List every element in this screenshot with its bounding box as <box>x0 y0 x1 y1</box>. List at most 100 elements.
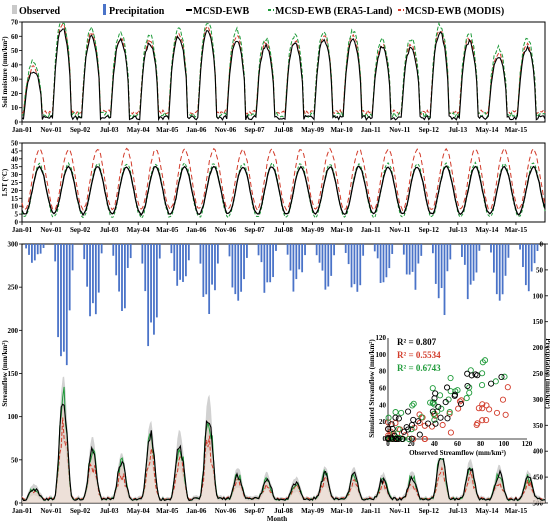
precip-bar <box>150 244 152 323</box>
precip-bar <box>185 244 187 277</box>
legend-label-modis: MCSD-EWB (MODIS) <box>405 6 504 17</box>
precip-bar <box>533 244 536 264</box>
precip-bar <box>362 244 365 256</box>
legend-swatch-observed <box>12 5 17 14</box>
inset-point-modis <box>493 409 501 416</box>
precip-bar <box>231 244 234 288</box>
precip-bar <box>431 244 434 254</box>
soil-moisture-ytick-label: 50 <box>11 47 19 55</box>
soil-moisture-xtick-label: Jan-06 <box>186 126 207 134</box>
precip-bar <box>420 244 423 256</box>
precip-bar <box>240 244 243 292</box>
lst-ytick-label: 20 <box>11 187 19 195</box>
precip-bar <box>388 244 391 269</box>
inset-point-era5 <box>447 375 454 382</box>
lst-xtick-label: Sep-07 <box>244 226 265 234</box>
soil-moisture-xtick-label: May-14 <box>475 126 498 134</box>
precip-bar <box>318 244 321 263</box>
lst-ytick-label: 35 <box>11 163 19 171</box>
precip-bar <box>472 244 475 281</box>
lst-xtick-label: Nov-01 <box>40 226 62 234</box>
soil-moisture-xtick-label: Mar-10 <box>330 126 353 134</box>
inset-point-mcsd_ewb <box>431 395 438 402</box>
soil-moisture-xtick-label: Jul-03 <box>100 126 119 134</box>
precip-bar <box>158 244 161 259</box>
lst-xtick-label: Mar-15 <box>505 226 528 234</box>
inset-r2-era5: R² = 0.6743 <box>397 363 441 373</box>
inset-xtick-label: 0 <box>386 440 390 448</box>
precip-bar <box>269 244 272 283</box>
precip-bar <box>92 244 94 304</box>
precip-bar <box>257 244 260 256</box>
lst-xtick-label: May-14 <box>475 226 498 234</box>
lst-xtick-label: Jan-01 <box>12 226 33 234</box>
precip-bar <box>519 244 521 250</box>
inset-point-era5 <box>501 373 508 380</box>
inset-point-era5 <box>463 395 470 402</box>
precip-bar <box>170 244 173 254</box>
streamflow-xtick-label: Mar-10 <box>330 507 353 515</box>
precip-bar <box>118 244 120 292</box>
inset-point-mcsd_ewb <box>424 420 432 427</box>
inset-point-mcsd_ewb <box>416 431 423 438</box>
soil-moisture-xtick-label: Nov-01 <box>40 126 62 134</box>
precip-bar <box>94 244 97 315</box>
streamflow-xtick-label: Nov-11 <box>389 507 411 515</box>
streamflow-ytick-label: 200 <box>8 327 19 335</box>
streamflow-ylabel: Streamflow (mm/km²) <box>1 340 9 407</box>
precip-bar <box>199 244 202 264</box>
precip-bar <box>359 244 362 286</box>
precip-bar <box>57 244 59 338</box>
soil-moisture-xtick-label: Sep-07 <box>244 126 265 134</box>
inset-point-mcsd_ewb <box>474 372 481 379</box>
precip-bar <box>350 244 353 288</box>
inset-point-modis <box>479 405 486 412</box>
legend-label-mcsd_ewb: MCSD-EWB <box>193 6 249 17</box>
inset-background <box>355 328 533 458</box>
inset-point-era5 <box>466 384 473 391</box>
precip-bar <box>504 244 507 276</box>
precip-ytick-label: 150 <box>533 318 544 326</box>
streamflow-xtick-label: Mar-05 <box>156 507 179 515</box>
inset-point-era5 <box>429 385 436 392</box>
lst-xtick-label: Nov-06 <box>215 226 237 234</box>
lst-ytick-label: 40 <box>11 155 19 163</box>
streamflow-series-mcsd <box>21 403 546 502</box>
inset-point-era5 <box>492 378 499 385</box>
inset-point-modis <box>502 411 509 418</box>
precip-bar <box>347 244 350 265</box>
precip-bar <box>408 244 411 275</box>
soil-moisture-ytick-label: 70 <box>11 19 19 27</box>
inset-r2-mcsd_ewb: R² = 0.807 <box>397 337 437 347</box>
streamflow-xtick-label: Sep-12 <box>419 507 440 515</box>
precip-bar <box>356 244 359 292</box>
streamflow-xtick-label: Jul-08 <box>274 507 293 515</box>
precip-bar <box>292 244 295 292</box>
precip-bar <box>216 244 219 264</box>
inset-point-era5 <box>408 426 415 433</box>
precip-bar <box>385 244 388 278</box>
inset-point-mcsd_ewb <box>464 382 471 390</box>
soil-moisture-xtick-label: Jul-13 <box>448 126 467 134</box>
inset-point-modis <box>473 421 480 429</box>
streamflow-ytick-label: 250 <box>8 284 19 292</box>
soil-moisture-xtick-label: Jan-11 <box>361 126 381 134</box>
precip-ytick-label: 450 <box>533 474 544 482</box>
precip-bar <box>246 244 248 258</box>
soil-moisture-xtick-label: Jan-01 <box>12 126 33 134</box>
precip-bar <box>214 244 216 291</box>
precip-bar <box>62 244 65 352</box>
lst-xtick-label: Jul-13 <box>448 226 467 234</box>
precip-bar <box>123 244 126 309</box>
precip-bar <box>379 244 382 283</box>
inset-point-era5 <box>479 359 486 366</box>
lst-series-modis <box>21 147 546 212</box>
precip-bar <box>65 244 68 366</box>
precip-bar <box>173 244 176 271</box>
precip-bar <box>33 244 36 261</box>
precip-bar <box>97 244 100 293</box>
soil-moisture-xtick-label: Jul-08 <box>274 126 293 134</box>
lst-ytick-label: 45 <box>11 147 19 155</box>
